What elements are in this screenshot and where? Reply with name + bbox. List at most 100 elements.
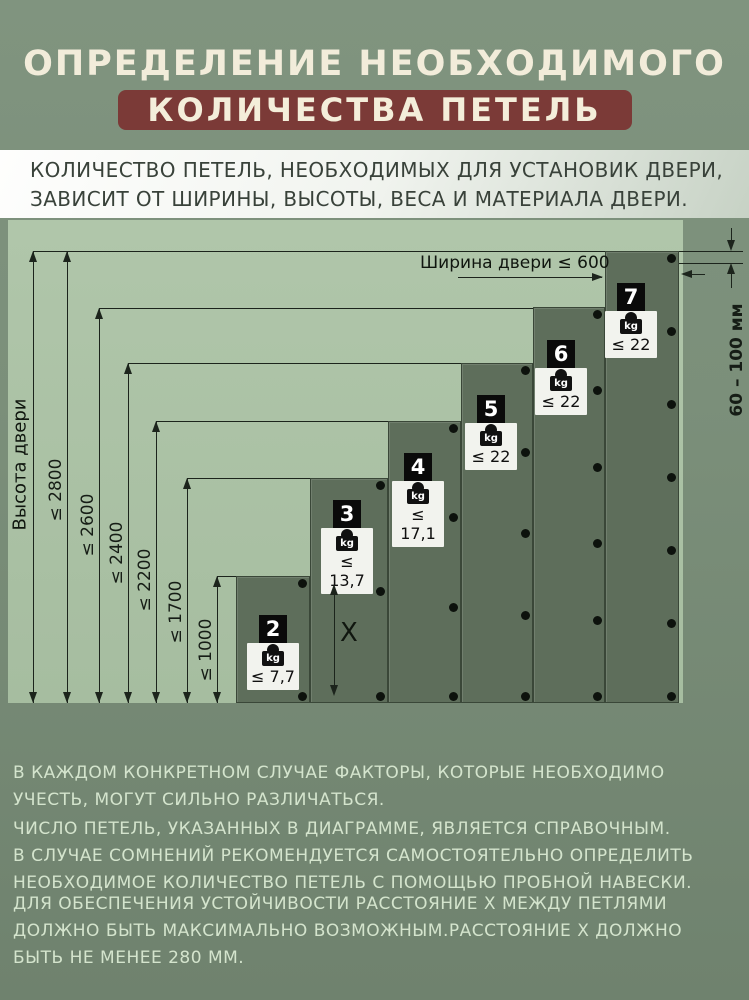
- hinge-count-badge: 7: [617, 283, 645, 311]
- weight-limit-box: kg ≤ 7,7: [247, 643, 299, 690]
- arrow-down-icon: [124, 692, 132, 703]
- hinge-count-diagram: ≤ 2800 ≤ 2600 ≤ 2400 ≤ 2200 ≤ 1700 ≤ 1000 Высо…: [0, 220, 749, 745]
- hinge-dot: [521, 366, 530, 375]
- dimension-line: [679, 263, 743, 264]
- dimension-line: [731, 274, 732, 288]
- arrow-up-icon: [29, 251, 37, 262]
- arrow-down-icon: [213, 692, 221, 703]
- arrow-up-icon: [124, 363, 132, 374]
- arrow-down-icon: [152, 692, 160, 703]
- arrow-down-icon: [330, 685, 338, 696]
- dimension-line: [99, 308, 100, 703]
- hinge-dot: [449, 602, 458, 612]
- hinge-spacing-x-label: X: [340, 618, 358, 648]
- title-block: ОПРЕДЕЛЕНИЕ НЕОБХОДИМОГО КОЛИЧЕСТВА ПЕТЕ…: [0, 44, 749, 130]
- hinge-dot: [376, 481, 385, 490]
- arrow-down-icon: [29, 692, 37, 703]
- height-dim-label: ≤ 2600: [78, 493, 98, 557]
- kg-label: kg: [484, 433, 498, 444]
- kg-weight-icon: kg: [407, 489, 429, 504]
- dimension-line: [692, 274, 705, 275]
- hinge-dot: [521, 447, 530, 457]
- hinge-dot: [667, 619, 676, 628]
- page-title: ОПРЕДЕЛЕНИЕ НЕОБХОДИМОГО: [23, 44, 726, 84]
- height-dim-label: ≤ 2400: [107, 521, 127, 585]
- note-paragraph-1: В КАЖДОМ КОНКРЕТНОМ СЛУЧАЕ ФАКТОРЫ, КОТО…: [13, 763, 665, 810]
- height-axis-label: Высота двери: [9, 398, 31, 531]
- hinge-count-badge: 2: [259, 615, 287, 643]
- dimension-line: [99, 308, 533, 309]
- kg-weight-icon: kg: [620, 319, 642, 334]
- hinge-dot: [667, 254, 676, 263]
- dimension-line: [187, 478, 310, 479]
- weight-limit-box: kg ≤ 17,1: [392, 481, 444, 547]
- hinge-dot: [521, 610, 530, 620]
- arrow-left-icon: [681, 270, 692, 278]
- arrow-up-icon: [63, 251, 71, 262]
- hinge-dot: [593, 462, 602, 472]
- height-dim-label: ≤ 2200: [135, 548, 155, 612]
- weight-limit-box: kg ≤ 13,7: [321, 528, 373, 594]
- hinge-dot: [449, 692, 458, 701]
- hinge-dot: [667, 692, 676, 701]
- hinge-dot: [667, 546, 676, 555]
- hinge-dot: [667, 473, 676, 482]
- height-dim-label: ≤ 1000: [196, 618, 216, 682]
- hinge-count-badge: 5: [477, 395, 505, 423]
- kg-label: kg: [554, 378, 568, 389]
- hinge-dot: [593, 615, 602, 625]
- dimension-line: [128, 363, 129, 703]
- hinge-dot: [593, 539, 602, 549]
- weight-limit-value: ≤ 22: [471, 447, 511, 466]
- hinge-dot: [449, 513, 458, 523]
- dimension-line: [67, 251, 68, 703]
- hinge-dot: [667, 400, 676, 409]
- hinge-count-badge: 4: [404, 453, 432, 481]
- dimension-line: [156, 421, 388, 422]
- arrow-down-icon: [727, 240, 735, 251]
- hinge-dot: [593, 692, 602, 701]
- arrow-down-icon: [95, 692, 103, 703]
- arrow-right-icon: [592, 273, 603, 281]
- hinge-dot: [593, 310, 602, 319]
- dimension-line: [679, 251, 743, 252]
- hinge-dot: [298, 579, 307, 588]
- arrow-up-icon: [95, 308, 103, 319]
- kg-label: kg: [266, 653, 280, 664]
- arrow-down-icon: [63, 692, 71, 703]
- weight-limit-value: ≤ 22: [611, 335, 651, 354]
- dimension-line: [334, 588, 335, 693]
- hinge-count-badge: 3: [333, 500, 361, 528]
- dimension-line: [217, 576, 218, 703]
- note-paragraph-3: ДЛЯ ОБЕСПЕЧЕНИЯ УСТОЙЧИВОСТИ РАССТОЯНИЕ …: [13, 894, 683, 968]
- hinge-dot: [298, 692, 307, 701]
- hinge-top-offset-label: 60 – 100 мм: [727, 303, 747, 417]
- note-paragraph-2: ЧИСЛО ПЕТЕЛЬ, УКАЗАННЫХ В ДИАГРАММЕ, ЯВЛ…: [13, 819, 694, 893]
- title-banner: КОЛИЧЕСТВА ПЕТЕЛЬ: [117, 90, 632, 130]
- weight-limit-box: kg ≤ 22: [605, 311, 657, 358]
- kg-weight-icon: kg: [336, 536, 358, 551]
- weight-limit-value: ≤ 22: [541, 392, 581, 411]
- hinge-dot: [521, 529, 530, 538]
- subtitle-band: КОЛИЧЕСТВО ПЕТЕЛЬ, НЕОБХОДИМЫХ ДЛЯ УСТАН…: [0, 150, 749, 218]
- dimension-line: [156, 421, 157, 703]
- hinge-dot: [593, 386, 602, 396]
- dimension-line: [33, 251, 34, 703]
- kg-weight-icon: kg: [480, 431, 502, 446]
- hinge-count-badge: 6: [547, 340, 575, 368]
- subtitle-text: КОЛИЧЕСТВО ПЕТЕЛЬ, НЕОБХОДИМЫХ ДЛЯ УСТАН…: [30, 158, 724, 211]
- title-banner-text: КОЛИЧЕСТВА ПЕТЕЛЬ: [147, 91, 602, 129]
- weight-limit-value: ≤ 7,7: [251, 667, 295, 686]
- dimension-line: [458, 277, 602, 278]
- weight-limit-box: kg ≤ 22: [465, 423, 517, 470]
- hinge-dot: [667, 327, 676, 336]
- dimension-line: [187, 478, 188, 703]
- kg-label: kg: [411, 491, 425, 502]
- arrow-down-icon: [183, 692, 191, 703]
- arrow-up-icon: [213, 576, 221, 587]
- weight-limit-box: kg ≤ 22: [535, 368, 587, 415]
- arrow-up-icon: [183, 478, 191, 489]
- dimension-line: [128, 363, 461, 364]
- dimension-line: [217, 576, 236, 577]
